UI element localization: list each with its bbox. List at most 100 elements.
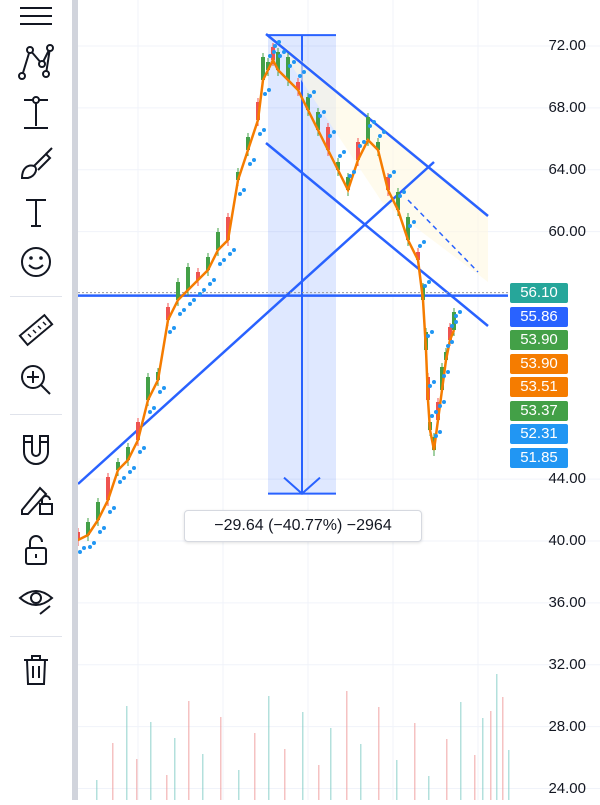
brush-tool-icon[interactable] [12, 142, 60, 186]
volume-bar [268, 696, 270, 800]
sar-dot [158, 390, 162, 394]
sar-dot [208, 282, 212, 286]
volume-bar [202, 754, 204, 800]
candle [316, 112, 320, 130]
sar-dot [263, 92, 267, 96]
candle [136, 422, 140, 440]
candle [440, 367, 444, 390]
sar-dot [108, 510, 112, 514]
sar-dot [438, 404, 442, 408]
drawing-toolbar [0, 0, 72, 800]
price-axis-tick: 64.00 [548, 160, 586, 178]
price-axis-tick: 36.00 [548, 593, 586, 611]
price-label: 55.86 [510, 306, 568, 327]
price-label: 53.90 [510, 330, 568, 350]
sar-dot [188, 302, 192, 306]
unlock-icon[interactable] [12, 528, 60, 572]
sar-dot [382, 130, 386, 134]
candle [356, 142, 360, 160]
emoji-tool-icon[interactable] [12, 240, 60, 284]
measurement-label: −29.64 (−40.77%) −2964 [184, 510, 422, 542]
price-axis-tick: 72.00 [548, 37, 586, 54]
sar-dot [446, 344, 450, 348]
eye-icon[interactable] [12, 578, 60, 622]
sar-dot [392, 170, 396, 174]
sar-dot [430, 330, 434, 334]
price-chart[interactable] [76, 0, 600, 800]
sar-dot [262, 128, 266, 132]
ruler-icon[interactable] [12, 308, 60, 352]
sar-dot [338, 154, 342, 158]
sar-dot [132, 466, 136, 470]
chart-canvas[interactable] [76, 0, 600, 800]
candle [306, 97, 310, 110]
price-axis-tick: 60.00 [548, 222, 586, 240]
sar-dot [450, 340, 454, 344]
sar-dot [450, 324, 454, 328]
sar-dot [82, 546, 86, 550]
toolbar-separator [10, 296, 62, 297]
sar-dot [142, 446, 146, 450]
sar-dot [438, 430, 442, 434]
candle [416, 252, 420, 260]
sar-dot [362, 140, 366, 144]
volume-bar [238, 770, 240, 800]
candle [346, 177, 350, 190]
sar-dot [372, 120, 376, 124]
sar-dot [454, 314, 458, 318]
volume-bar [496, 674, 498, 800]
sar-dot [426, 334, 430, 338]
candle [406, 217, 410, 240]
sar-dot [232, 248, 236, 252]
lock-drawing-icon[interactable] [12, 478, 60, 522]
sar-dot [267, 88, 271, 92]
sar-dot [458, 310, 462, 314]
sar-dot [302, 70, 306, 74]
sar-dot [278, 54, 282, 58]
volume-bar [474, 755, 476, 800]
sar-dot [228, 252, 232, 256]
sar-dot [258, 132, 262, 136]
trend-line [77, 161, 435, 485]
text-tool-icon[interactable] [12, 190, 60, 234]
sar-dot [248, 162, 252, 166]
volume-bar [446, 739, 448, 800]
toolbar-separator [10, 636, 62, 637]
zoom-in-icon[interactable] [12, 358, 60, 402]
moving-average-line [77, 57, 456, 542]
trash-icon[interactable] [12, 648, 60, 692]
candle [366, 117, 370, 140]
candle [196, 272, 200, 280]
sar-dot [218, 262, 222, 266]
volume-bar [460, 702, 462, 800]
price-axis-tick: 28.00 [548, 717, 586, 735]
candle [286, 57, 290, 80]
sar-dot [358, 144, 362, 148]
sar-dot [162, 386, 166, 390]
sar-dot [432, 380, 436, 384]
volume-bar [378, 707, 380, 800]
sar-dot [402, 190, 406, 194]
volume-bar [126, 706, 128, 800]
price-axis-tick: 40.00 [548, 532, 586, 549]
candle [336, 162, 340, 170]
measure-tool-icon[interactable] [12, 92, 60, 136]
volume-bar [502, 697, 504, 800]
sar-dot [378, 134, 382, 138]
sar-dot [368, 124, 372, 128]
pattern-tool-icon[interactable] [12, 40, 60, 84]
candle [76, 532, 80, 540]
volume-bar [150, 722, 152, 800]
lines-tool-icon[interactable] [12, 0, 60, 38]
sar-dot [172, 326, 176, 330]
sar-dot [277, 40, 281, 44]
sar-dot [273, 44, 277, 48]
volume-bar [284, 749, 286, 800]
volume-bar [360, 744, 362, 800]
sar-dot [88, 545, 92, 549]
candle [166, 307, 170, 320]
sar-dot [128, 470, 132, 474]
magnet-icon[interactable] [12, 428, 60, 472]
sar-dot [398, 194, 402, 198]
sar-dot [98, 530, 102, 534]
